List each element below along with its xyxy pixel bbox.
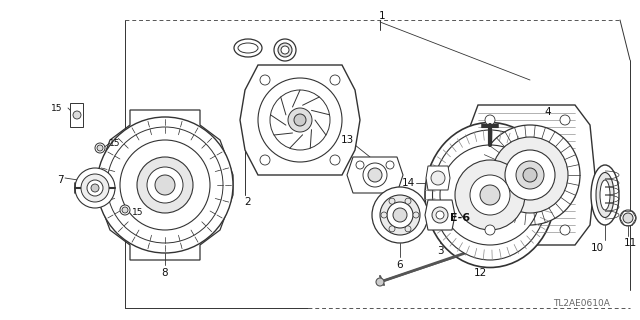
Ellipse shape [591,165,619,225]
Text: 10: 10 [591,243,604,253]
Polygon shape [240,65,360,175]
Text: 12: 12 [474,268,486,278]
Text: 1: 1 [379,11,385,21]
Ellipse shape [234,39,262,57]
Circle shape [87,180,103,196]
Circle shape [380,195,420,235]
Circle shape [73,111,81,119]
Circle shape [440,145,540,245]
Ellipse shape [278,43,292,57]
Circle shape [492,137,568,213]
Circle shape [122,207,128,213]
Polygon shape [347,157,403,193]
Circle shape [405,198,411,204]
Circle shape [485,225,495,235]
Circle shape [330,155,340,165]
Text: 13: 13 [340,135,354,145]
Text: 2: 2 [244,197,252,207]
Text: 4: 4 [545,107,551,117]
Circle shape [480,185,500,205]
Circle shape [389,226,395,232]
Circle shape [523,168,537,182]
Circle shape [560,225,570,235]
Circle shape [288,108,312,132]
Circle shape [431,171,445,185]
Text: 11: 11 [623,238,637,248]
Text: 6: 6 [397,260,403,270]
Polygon shape [97,110,233,260]
Circle shape [480,125,580,225]
Circle shape [372,187,428,243]
Circle shape [363,163,387,187]
Circle shape [381,212,387,218]
Circle shape [387,202,413,228]
Ellipse shape [274,39,296,61]
Circle shape [470,175,510,215]
Circle shape [455,160,525,230]
Ellipse shape [281,46,289,54]
Ellipse shape [433,130,547,260]
Ellipse shape [596,172,614,218]
Circle shape [137,157,193,213]
Circle shape [560,115,570,125]
Circle shape [505,150,555,200]
Circle shape [620,210,636,226]
Circle shape [432,207,448,223]
Text: 8: 8 [162,268,168,278]
Text: E-6: E-6 [450,213,470,223]
Text: 15: 15 [51,103,63,113]
Circle shape [120,205,130,215]
Text: 3: 3 [436,246,444,256]
Circle shape [81,174,109,202]
Circle shape [393,208,407,222]
Circle shape [260,155,270,165]
Circle shape [516,161,544,189]
Polygon shape [425,200,455,230]
Ellipse shape [600,180,610,210]
Circle shape [485,115,495,125]
Circle shape [405,226,411,232]
Circle shape [376,278,384,286]
Circle shape [258,78,342,162]
Circle shape [75,168,115,208]
Circle shape [270,90,330,150]
Circle shape [368,168,382,182]
Circle shape [107,127,223,243]
Circle shape [389,198,395,204]
Circle shape [260,75,270,85]
Circle shape [147,167,183,203]
Circle shape [436,211,444,219]
Circle shape [120,140,210,230]
Circle shape [91,184,99,192]
Circle shape [294,114,306,126]
Polygon shape [70,103,83,127]
Circle shape [330,75,340,85]
Text: 14: 14 [401,178,415,188]
Circle shape [155,175,175,195]
Text: 15: 15 [132,207,144,217]
Ellipse shape [425,123,555,268]
Text: 15: 15 [109,139,121,148]
Circle shape [356,161,364,169]
Circle shape [97,145,103,151]
Circle shape [413,212,419,218]
Circle shape [386,161,394,169]
Polygon shape [426,166,450,190]
Ellipse shape [238,43,258,53]
Text: 7: 7 [57,175,63,185]
Circle shape [95,143,105,153]
Polygon shape [465,105,595,245]
Circle shape [623,213,633,223]
Circle shape [97,117,233,253]
Text: TL2AE0610A: TL2AE0610A [553,299,610,308]
